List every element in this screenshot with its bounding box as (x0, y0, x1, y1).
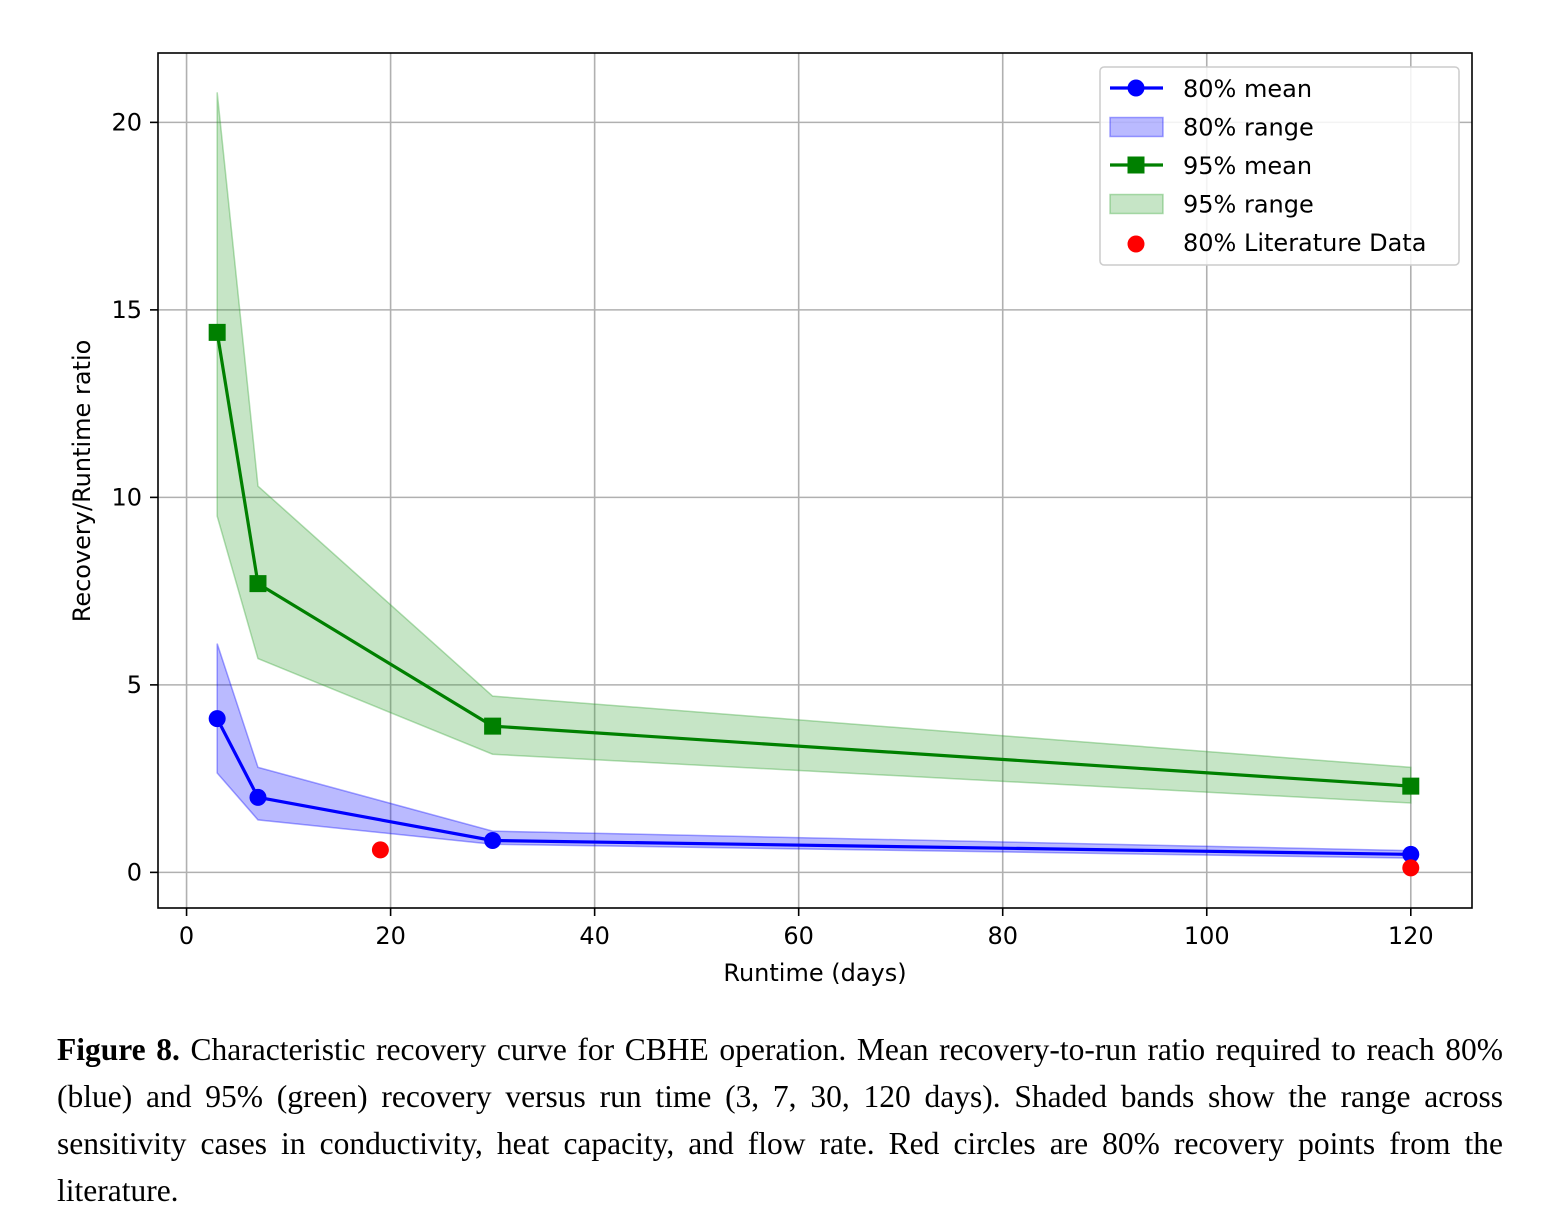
y-tick-label: 0 (127, 858, 142, 886)
legend-swatch (1109, 193, 1164, 215)
figure-caption: Figure 8. Characteristic recovery curve … (57, 1026, 1503, 1214)
line-95-mean (215, 332, 1411, 788)
legend-label: 95% mean (1183, 152, 1312, 180)
legend-label: 95% range (1183, 191, 1314, 219)
legend-item: 95% range (1109, 191, 1314, 219)
x-tick-label: 120 (1388, 922, 1434, 950)
axis-ticks: 0 20 40 60 80 100 120 0 5 10 15 20 (111, 108, 1433, 950)
literature-point (1402, 859, 1420, 877)
legend-item: 80% mean (1110, 75, 1312, 103)
legend-item: 80% range (1109, 114, 1314, 142)
caption-label: Figure 8. (57, 1032, 180, 1067)
legend-label: 80% range (1183, 114, 1314, 142)
legend-item: 80% Literature Data (1127, 229, 1426, 257)
legend-marker (1127, 156, 1145, 174)
line-80-mean (215, 717, 1411, 856)
x-tick-label: 20 (375, 922, 406, 950)
y-axis-label: Recovery/Runtime ratio (68, 340, 96, 623)
legend: 80% mean 80% range 95% mean 95% range 80% Li… (1099, 66, 1460, 266)
recovery-chart: 0 20 40 60 80 100 120 0 5 10 15 20 Runtime (days) R… (68, 52, 1473, 987)
x-tick-label: 40 (579, 922, 610, 950)
data-markers (208, 323, 1420, 877)
point-95-mean (208, 323, 226, 341)
y-tick-label: 15 (111, 296, 142, 324)
x-tick-label: 60 (783, 922, 814, 950)
point-95-mean (484, 717, 502, 735)
y-tick-label: 20 (111, 108, 142, 136)
literature-point (371, 841, 389, 859)
caption-text: Characteristic recovery curve for CBHE o… (57, 1032, 1504, 1208)
legend-marker (1127, 235, 1145, 253)
mean-lines (215, 332, 1411, 856)
legend-marker (1127, 79, 1145, 97)
plot-frame (157, 52, 1473, 909)
legend-label: 80% mean (1183, 75, 1312, 103)
y-tick-label: 5 (127, 671, 142, 699)
point-80-mean (484, 832, 502, 849)
point-80-mean (249, 788, 267, 806)
point-80-mean (1402, 845, 1420, 863)
legend-swatch (1109, 116, 1164, 138)
legend-box (1099, 66, 1460, 266)
x-tick-label: 100 (1184, 922, 1230, 950)
y-tick-label: 10 (111, 483, 142, 511)
point-95-mean (1402, 777, 1420, 795)
point-95-mean (249, 575, 267, 593)
x-tick-label: 80 (987, 922, 1018, 950)
legend-item: 95% mean (1110, 152, 1312, 180)
band-95-range (216, 92, 1412, 804)
point-80-mean (208, 710, 226, 728)
legend-label: 80% Literature Data (1183, 229, 1426, 257)
x-axis-label: Runtime (days) (723, 959, 906, 987)
x-tick-label: 0 (179, 922, 194, 950)
